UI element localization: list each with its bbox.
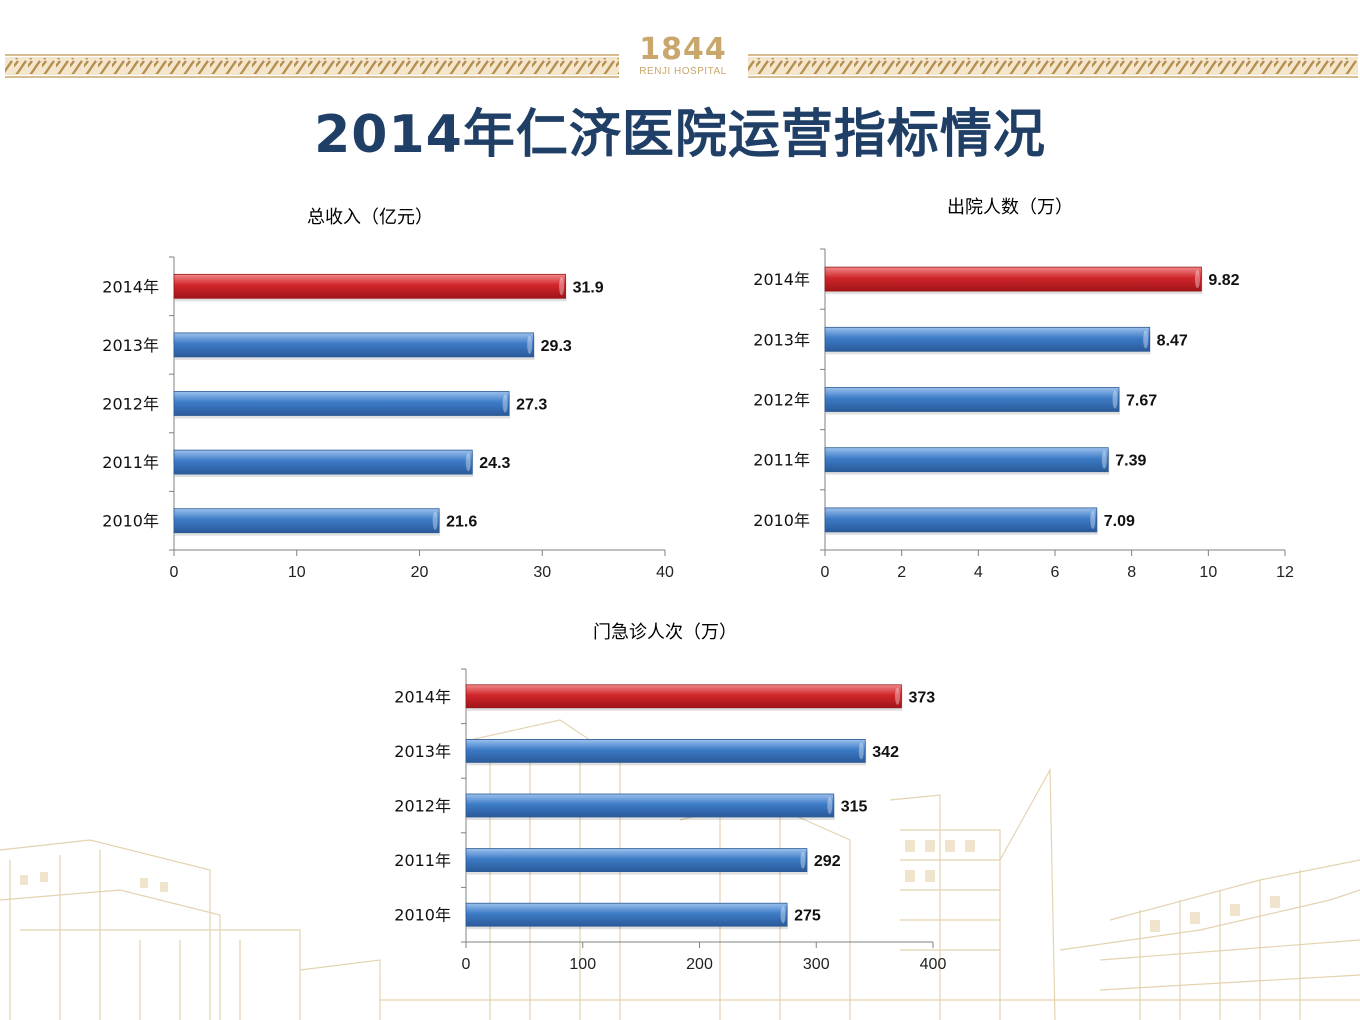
chart-discharges-title: 出院人数（万） bbox=[947, 197, 1073, 218]
x-tick-label: 200 bbox=[686, 956, 713, 973]
bar bbox=[824, 507, 1098, 533]
category-label: 2012年 bbox=[394, 797, 451, 816]
x-tick-label: 400 bbox=[920, 956, 947, 973]
bar bbox=[465, 902, 788, 927]
header-rope-band bbox=[5, 54, 1358, 78]
category-label: 2013年 bbox=[753, 330, 810, 349]
x-tick-label: 4 bbox=[974, 564, 983, 581]
bar bbox=[824, 326, 1151, 352]
x-tick-label: 0 bbox=[821, 564, 830, 581]
x-tick-label: 2 bbox=[897, 564, 906, 581]
data-label: 315 bbox=[841, 799, 868, 816]
bar-end-shine bbox=[502, 394, 508, 413]
bar-end-shine bbox=[1112, 390, 1118, 409]
data-label: 27.3 bbox=[516, 397, 547, 414]
data-label: 9.82 bbox=[1208, 272, 1239, 289]
bar-end-shine bbox=[465, 453, 471, 472]
rope-left bbox=[5, 54, 619, 78]
category-label: 2014年 bbox=[102, 277, 159, 296]
bar-end-shine bbox=[1101, 450, 1107, 469]
x-tick-label: 20 bbox=[411, 564, 429, 581]
x-tick-label: 12 bbox=[1276, 564, 1294, 581]
category-label: 2013年 bbox=[102, 336, 159, 355]
data-label: 7.09 bbox=[1104, 513, 1135, 530]
data-label: 8.47 bbox=[1157, 332, 1188, 349]
x-tick-label: 0 bbox=[170, 564, 179, 581]
bar bbox=[824, 447, 1109, 473]
logo-year: 1844 bbox=[639, 32, 727, 67]
category-label: 2011年 bbox=[394, 851, 451, 870]
bar-end-shine bbox=[894, 687, 900, 705]
bar bbox=[465, 848, 808, 872]
bar-highlight bbox=[824, 266, 1202, 292]
x-tick-label: 30 bbox=[533, 564, 551, 581]
bar-highlight bbox=[465, 684, 902, 709]
bar-end-shine bbox=[559, 277, 565, 296]
x-tick-label: 10 bbox=[1199, 564, 1217, 581]
bar-end-shine bbox=[858, 742, 864, 760]
x-tick-label: 8 bbox=[1127, 564, 1136, 581]
data-label: 29.3 bbox=[541, 338, 572, 355]
page-title: 2014年仁济医院运营指标情况 bbox=[314, 105, 1046, 165]
bar-end-shine bbox=[1090, 510, 1096, 529]
category-label: 2013年 bbox=[394, 742, 451, 761]
data-label: 24.3 bbox=[479, 455, 510, 472]
category-label: 2011年 bbox=[102, 453, 159, 472]
category-label: 2014年 bbox=[753, 270, 810, 289]
bar bbox=[824, 387, 1120, 412]
x-tick-label: 6 bbox=[1051, 564, 1060, 581]
bar-end-shine bbox=[1143, 330, 1149, 349]
logo-hospital-name: RENJI HOSPITAL bbox=[639, 66, 727, 77]
data-label: 7.39 bbox=[1115, 453, 1146, 470]
bar bbox=[173, 332, 535, 358]
bar-end-shine bbox=[780, 906, 786, 924]
category-label: 2012年 bbox=[753, 391, 810, 410]
data-label: 21.6 bbox=[446, 514, 477, 531]
bar bbox=[173, 391, 510, 416]
bar bbox=[465, 739, 866, 763]
data-label: 292 bbox=[814, 853, 841, 870]
data-label: 373 bbox=[908, 689, 935, 706]
bar-highlight bbox=[173, 273, 566, 299]
bar bbox=[173, 508, 440, 534]
category-label: 2011年 bbox=[753, 451, 810, 470]
bar-end-shine bbox=[432, 511, 438, 530]
rope-right bbox=[748, 54, 1358, 78]
bar-end-shine bbox=[1194, 270, 1200, 289]
category-label: 2010年 bbox=[753, 511, 810, 530]
data-label: 275 bbox=[794, 908, 821, 925]
building-sketch-watermark bbox=[0, 719, 1360, 1020]
x-tick-label: 10 bbox=[288, 564, 306, 581]
category-label: 2012年 bbox=[102, 395, 159, 414]
bar bbox=[465, 793, 835, 818]
bar-end-shine bbox=[827, 797, 833, 814]
category-label: 2010年 bbox=[394, 906, 451, 925]
x-tick-label: 40 bbox=[656, 564, 674, 581]
x-tick-label: 300 bbox=[803, 956, 830, 973]
data-label: 342 bbox=[872, 744, 899, 761]
category-label: 2014年 bbox=[394, 687, 451, 706]
bar bbox=[173, 449, 473, 475]
chart-outpatient-title: 门急诊人次（万） bbox=[593, 622, 737, 643]
x-tick-label: 100 bbox=[569, 956, 596, 973]
bar-end-shine bbox=[800, 851, 806, 869]
data-label: 7.67 bbox=[1126, 393, 1157, 410]
data-label: 31.9 bbox=[573, 279, 604, 296]
chart-revenue-title: 总收入（亿元） bbox=[307, 207, 433, 228]
category-label: 2010年 bbox=[102, 512, 159, 531]
x-tick-label: 0 bbox=[462, 956, 471, 973]
bar-end-shine bbox=[527, 335, 533, 354]
